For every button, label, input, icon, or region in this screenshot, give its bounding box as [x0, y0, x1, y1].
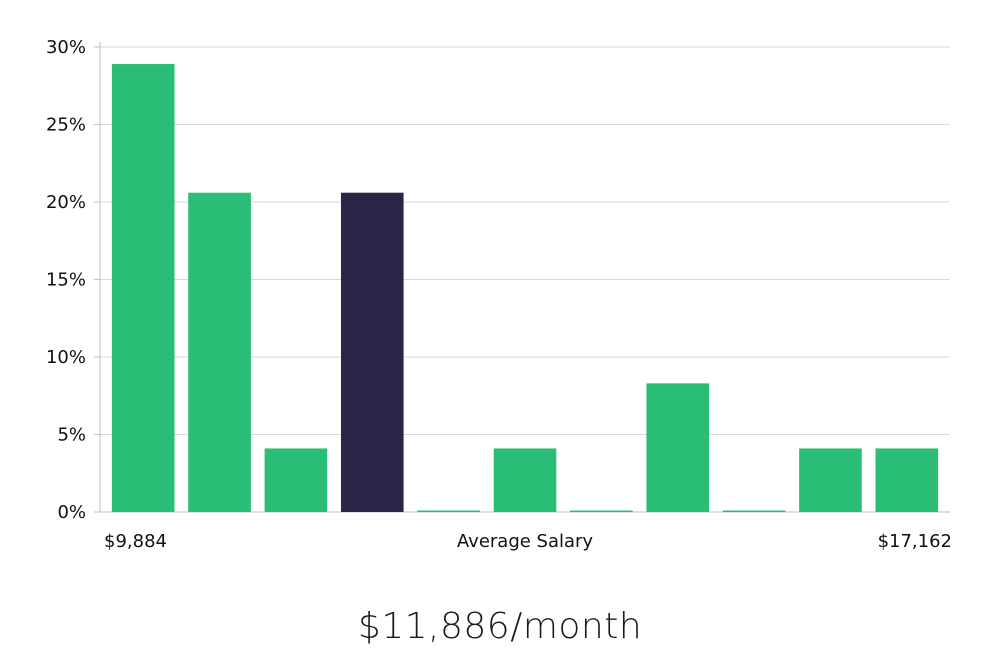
bar	[875, 448, 939, 512]
bar	[264, 448, 328, 512]
bar-highlighted	[340, 192, 404, 512]
bar	[417, 510, 480, 512]
bars	[111, 64, 939, 513]
y-tick-label: 25%	[46, 115, 86, 136]
y-tick-label: 20%	[46, 192, 86, 213]
bar	[570, 510, 633, 512]
bar	[722, 510, 786, 512]
y-tick-label: 15%	[46, 270, 86, 291]
y-tick-label: 5%	[57, 425, 86, 446]
bar	[493, 448, 557, 512]
y-tick-labels: 0% 5% 10% 15% 20% 25% 30%	[46, 37, 86, 523]
y-tick-label: 10%	[46, 347, 86, 368]
x-axis-title: Average Salary	[457, 531, 594, 552]
average-salary-headline: $11,886/month	[357, 606, 643, 647]
y-tick-label: 0%	[57, 502, 86, 523]
histogram-svg: 0% 5% 10% 15% 20% 25% 30% $9,884 Average Salar…	[46, 37, 952, 552]
x-min-label: $9,884	[104, 531, 167, 552]
x-max-label: $17,162	[878, 531, 952, 552]
bar	[646, 383, 710, 512]
y-tick-label: 30%	[46, 37, 86, 58]
bar	[799, 448, 862, 512]
bar	[111, 64, 175, 513]
bar	[188, 192, 251, 512]
